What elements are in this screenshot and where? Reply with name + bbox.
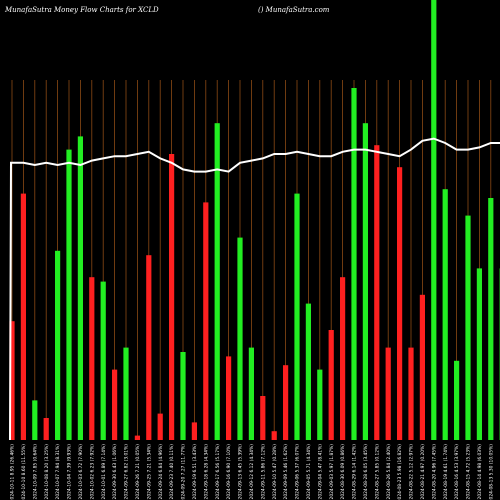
x-tick-label: 2024-09-20 7.27 (11.77%) xyxy=(181,444,187,500)
bar xyxy=(260,396,266,440)
bar xyxy=(442,189,448,440)
x-tick-label: 2024-10-07 7.94 (8.31%) xyxy=(55,444,61,500)
bar xyxy=(89,277,95,440)
x-tick-label: 2024-08-19 4.61 (1.74%) xyxy=(443,444,449,500)
chart-title: MunafaSutra Money Flow Charts for XCLD xyxy=(4,6,159,14)
x-tick-label: 2024-08-16 4.53 (3.97%) xyxy=(454,444,460,500)
x-tick-label: 2024-09-06 5.37 (6.07%) xyxy=(295,444,301,500)
x-tick-label: 2024-09-25 7.21 (5.34%) xyxy=(146,444,152,500)
x-tick-label: 2024-10-04 7.39 (9.93%) xyxy=(67,444,73,500)
bar xyxy=(397,167,403,440)
x-tick-label: 2024-08-22 5.12 (2.97%) xyxy=(409,444,415,500)
x-tick-label: 2024-08-13 5.30 (10.05%) xyxy=(488,444,494,500)
bar xyxy=(488,198,494,440)
bar xyxy=(191,422,197,440)
bar xyxy=(237,237,243,440)
bar xyxy=(43,418,49,440)
watermark-text: () MunafaSutra.com xyxy=(258,6,330,14)
bar xyxy=(328,330,334,440)
bar xyxy=(100,281,106,440)
bar xyxy=(271,431,277,440)
bar xyxy=(385,347,391,440)
x-tick-label: 2024-08-30 6.09 (0.86%) xyxy=(340,444,346,500)
x-tick-label: 2024-09-23 7.40 (0.11%) xyxy=(169,444,175,500)
bar xyxy=(146,255,152,440)
x-tick-label: 2024-08-20 4.96 (7.45%) xyxy=(431,444,437,500)
bar xyxy=(248,347,254,440)
bar xyxy=(351,88,357,440)
bar xyxy=(157,413,163,440)
bar xyxy=(77,136,83,440)
bar xyxy=(226,356,232,440)
bar xyxy=(180,352,186,440)
x-tick-label: 2024-10-11 8.95 (26.46%) xyxy=(10,444,16,500)
x-tick-label: 2024-09-10 5.47 (0.28%) xyxy=(272,444,278,500)
x-tick-label: 2024-08-21 4.97 (0.20%) xyxy=(420,444,426,500)
bar xyxy=(283,365,289,440)
bar xyxy=(214,123,220,440)
x-tick-label: 2024-08-23 5.98 (16.82%) xyxy=(397,444,403,500)
bar xyxy=(317,369,323,440)
bar xyxy=(465,215,471,440)
bar xyxy=(32,400,38,440)
bar xyxy=(203,202,209,440)
bar xyxy=(112,369,118,440)
bar xyxy=(454,360,460,440)
bar xyxy=(305,303,311,440)
x-tick-label: 2024-09-12 6.12 (4.34%) xyxy=(249,444,255,500)
bar xyxy=(431,0,437,440)
bar xyxy=(55,250,61,440)
bar xyxy=(123,347,129,440)
x-tick-label: 2024-08-29 6.14 (1.42%) xyxy=(352,444,358,500)
bar xyxy=(134,435,140,440)
x-tick-label: 2024-09-19 6.51 (3.43%) xyxy=(192,444,198,500)
bar xyxy=(20,193,26,440)
bar xyxy=(476,268,482,440)
bar-series xyxy=(9,0,500,440)
x-tick-label: 2024-09-30 6.43 (1.06%) xyxy=(112,444,118,500)
x-axis-tick-labels: 2024-10-11 8.95 (26.46%) 2024-10-10 8.60 … xyxy=(10,444,500,500)
x-tick-label: 2024-09-13 6.45 (5.39%) xyxy=(238,444,244,500)
bar xyxy=(294,193,300,440)
bar xyxy=(362,123,368,440)
bar xyxy=(169,154,175,440)
bar xyxy=(340,277,346,440)
x-tick-label: 2024-10-08 8.20 (3.25%) xyxy=(44,444,50,500)
money-flow-line xyxy=(9,137,500,441)
x-tick-label: 2024-09-03 5.97 (1.87%) xyxy=(329,444,335,500)
x-tick-label: 2024-09-04 5.47 (8.41%) xyxy=(317,444,323,500)
x-tick-label: 2024-09-17 6.56 (5.17%) xyxy=(215,444,221,500)
x-tick-label: 2024-09-09 5.46 (1.62%) xyxy=(283,444,289,500)
x-tick-label: 2024-09-26 7.21 (0.05%) xyxy=(135,444,141,500)
x-tick-label: 2024-08-15 4.72 (5.23%) xyxy=(466,444,472,500)
x-tick-label: 2024-10-02 6.23 (7.92%) xyxy=(89,444,95,500)
x-tick-label: 2024-08-28 6.05 (3.45%) xyxy=(363,444,369,500)
x-tick-label: 2024-09-24 6.84 (4.96%) xyxy=(158,444,164,500)
x-tick-label: 2024-09-18 6.28 (4.34%) xyxy=(203,444,209,500)
bar xyxy=(9,321,15,440)
x-tick-label: 2024-08-26 5.84 (2.40%) xyxy=(386,444,392,500)
x-tick-label: 2024-08-27 5.85 (0.12%) xyxy=(374,444,380,500)
x-tick-label: 2024-09-16 6.90 (7.10%) xyxy=(226,444,232,500)
bar xyxy=(66,149,72,440)
x-tick-label: 2024-09-11 5.86 (7.12%) xyxy=(260,444,266,500)
x-tick-label: 2024-09-05 5.71 (4.34%) xyxy=(306,444,312,500)
x-tick-label: 2024-10-01 6.89 (7.14%) xyxy=(101,444,107,500)
bar xyxy=(408,347,414,440)
x-tick-label: 2024-10-10 8.60 (11.55%) xyxy=(21,444,27,500)
x-tick-label: 2024-10-03 6.72 (7.90%) xyxy=(78,444,84,500)
x-tick-label: 2024-10-09 7.85 (0.64%) xyxy=(32,444,38,500)
bar xyxy=(374,145,380,440)
x-tick-label: 2024-09-27 6.82 (3.01%) xyxy=(124,444,130,500)
bar xyxy=(419,294,425,440)
x-tick-label: 2024-08-14 4.98 (6.03%) xyxy=(477,444,483,500)
